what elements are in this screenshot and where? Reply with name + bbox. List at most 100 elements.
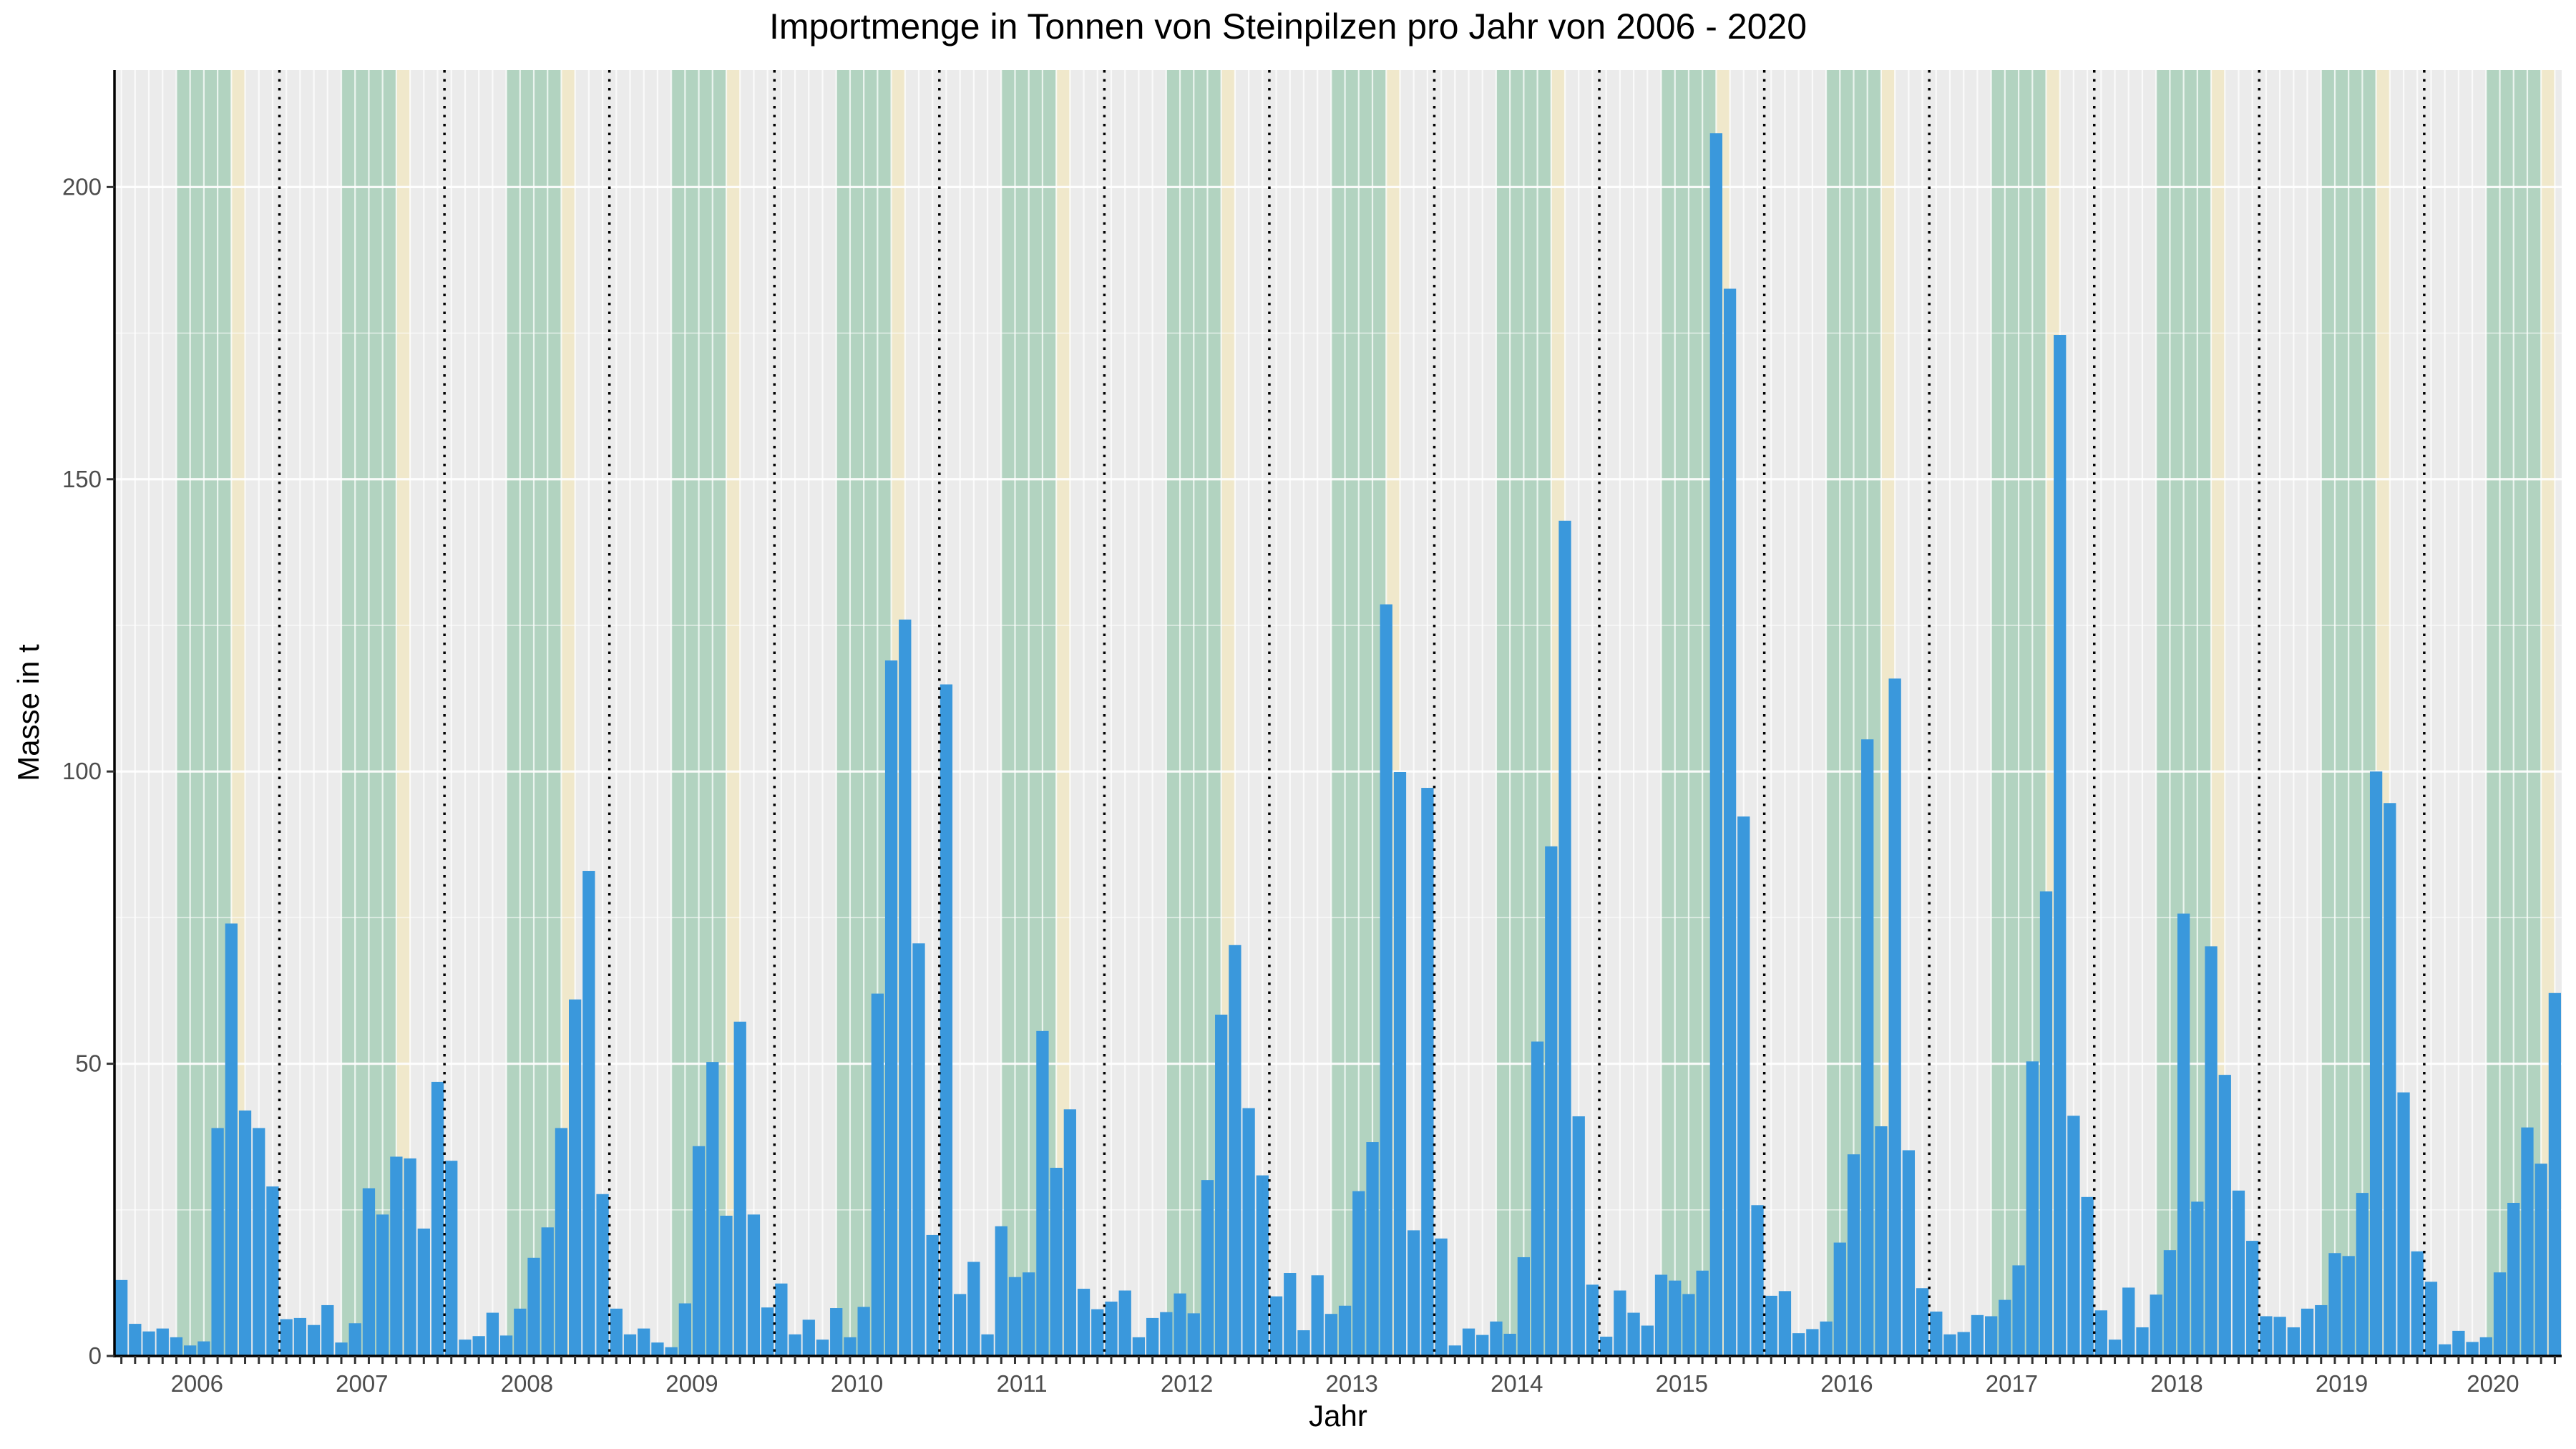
bar — [2301, 1308, 2314, 1356]
bar — [499, 1335, 513, 1356]
bar — [2328, 1253, 2341, 1356]
bar — [1558, 520, 1571, 1356]
bar — [1462, 1328, 1475, 1356]
bar — [445, 1161, 458, 1356]
bar — [1806, 1329, 1819, 1356]
bar — [761, 1307, 774, 1356]
bar — [995, 1226, 1008, 1356]
bar — [2493, 1272, 2507, 1356]
x-tick-label: 2007 — [336, 1370, 388, 1397]
bar — [1421, 788, 1434, 1356]
bar — [1957, 1332, 1970, 1356]
bar — [1778, 1291, 1792, 1356]
bar — [1517, 1257, 1531, 1356]
bar — [2534, 1163, 2547, 1356]
bar — [2424, 1282, 2438, 1356]
bar — [912, 943, 925, 1356]
bar — [184, 1345, 197, 1356]
bar — [142, 1331, 155, 1356]
y-tick-label: 200 — [62, 173, 102, 200]
bar — [2246, 1241, 2259, 1356]
bar — [253, 1128, 265, 1356]
bar — [555, 1128, 568, 1356]
bar — [1984, 1316, 1998, 1356]
bar — [582, 871, 595, 1356]
bar — [2521, 1127, 2534, 1356]
bar — [2012, 1265, 2025, 1356]
bar — [1324, 1314, 1338, 1356]
bar — [238, 1110, 252, 1356]
bar — [1132, 1337, 1146, 1356]
bar — [1586, 1284, 1599, 1356]
bar — [692, 1146, 706, 1356]
bar — [362, 1188, 376, 1356]
bar — [2108, 1340, 2122, 1356]
axes: 0 50 100 150 200 2006 2007 2008 2009 2010 2011 2012… — [62, 70, 2562, 1397]
bar — [2122, 1287, 2135, 1356]
bar — [1833, 1242, 1846, 1356]
chart-title: Importmenge in Tonnen von Steinpilzen pr… — [769, 6, 1807, 47]
bar — [1916, 1288, 1929, 1356]
bar — [596, 1194, 609, 1356]
bar — [2466, 1342, 2479, 1356]
bar — [1875, 1126, 1888, 1356]
bar — [899, 619, 912, 1356]
bar — [1050, 1167, 1063, 1356]
bar — [335, 1342, 348, 1356]
bar — [459, 1340, 472, 1356]
bar — [1023, 1272, 1035, 1356]
bar — [225, 923, 238, 1356]
bar — [514, 1308, 527, 1356]
bar — [211, 1128, 224, 1356]
bar — [623, 1334, 637, 1356]
bar — [156, 1328, 169, 1356]
bar — [1669, 1280, 1682, 1356]
bar — [830, 1308, 843, 1356]
bar — [1229, 945, 1241, 1356]
bar — [1490, 1321, 1503, 1356]
bar — [2260, 1316, 2273, 1356]
bar — [472, 1336, 485, 1356]
bar — [720, 1215, 733, 1356]
bar — [2205, 946, 2218, 1356]
bar — [2081, 1196, 2094, 1356]
bar — [2452, 1330, 2465, 1356]
bar — [1861, 739, 1874, 1356]
x-tick-label: 2008 — [501, 1370, 553, 1397]
bar — [1709, 133, 1723, 1357]
bar — [1737, 816, 1750, 1356]
bar — [2411, 1251, 2424, 1356]
bar — [1654, 1274, 1668, 1356]
bar — [321, 1304, 334, 1356]
bar — [2218, 1075, 2231, 1356]
bar — [967, 1262, 980, 1356]
bar — [1545, 846, 1558, 1356]
bar — [1572, 1116, 1585, 1356]
x-tick-label: 2018 — [2150, 1370, 2202, 1397]
y-tick-label: 0 — [89, 1342, 102, 1369]
y-axis-title: Masse in t — [11, 644, 45, 781]
bar — [706, 1062, 719, 1356]
y-tick-label: 100 — [62, 758, 102, 784]
bar — [1063, 1109, 1076, 1356]
bar — [844, 1337, 857, 1356]
bar — [170, 1337, 183, 1356]
bar — [1765, 1295, 1777, 1356]
bar — [2039, 891, 2053, 1356]
bar — [1091, 1309, 1104, 1356]
bar — [638, 1328, 650, 1356]
bar — [2548, 992, 2562, 1356]
bar — [1201, 1180, 1214, 1356]
bar — [2136, 1327, 2149, 1356]
bar — [1338, 1305, 1352, 1356]
bar — [486, 1312, 499, 1356]
bar — [114, 1279, 128, 1356]
bar — [417, 1228, 430, 1356]
bar — [2232, 1190, 2245, 1356]
bar — [775, 1283, 788, 1356]
bar — [2315, 1304, 2328, 1356]
x-tick-label: 2010 — [831, 1370, 883, 1397]
bar — [610, 1308, 623, 1356]
bar — [2150, 1294, 2162, 1356]
